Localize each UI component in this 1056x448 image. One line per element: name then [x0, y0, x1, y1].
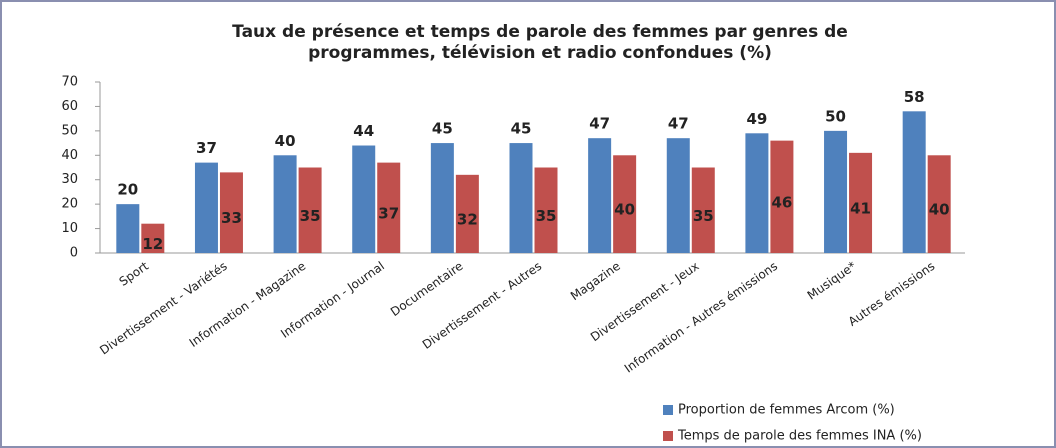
value-label: 40: [929, 201, 950, 219]
value-label: 41: [850, 199, 871, 217]
chart-title: Taux de présence et temps de parole des …: [232, 22, 848, 42]
y-tick-label: 40: [61, 148, 78, 163]
value-label: 50: [825, 107, 846, 125]
bar: [849, 152, 873, 253]
bar: [691, 167, 715, 253]
value-label: 12: [142, 235, 163, 253]
bar: [666, 138, 690, 253]
legend-label: Proportion de femmes Arcom (%): [678, 403, 895, 418]
value-label: 32: [457, 210, 478, 228]
value-label: 44: [353, 122, 374, 140]
y-tick-label: 30: [61, 172, 78, 187]
value-label: 37: [196, 139, 217, 157]
y-tick-label: 50: [61, 123, 78, 138]
chart-title: programmes, télévision et radio confondu…: [308, 43, 772, 63]
value-label: 37: [378, 204, 399, 222]
bar: [824, 130, 848, 253]
value-label: 58: [904, 88, 925, 106]
value-label: 40: [275, 132, 296, 150]
value-label: 35: [693, 207, 714, 225]
value-label: 33: [221, 209, 242, 227]
bar: [377, 162, 401, 253]
bar: [745, 133, 769, 253]
bar: [141, 223, 165, 253]
legend-swatch: [663, 431, 673, 441]
y-tick-label: 60: [61, 99, 78, 114]
bar: [509, 143, 533, 253]
x-tick-label: Divertissement - Variétés: [97, 259, 229, 358]
x-tick-label: Magazine: [568, 259, 623, 303]
value-label: 40: [614, 201, 635, 219]
value-label: 35: [536, 207, 557, 225]
value-label: 35: [300, 207, 321, 225]
bar: [298, 167, 322, 253]
bar: [273, 155, 297, 253]
legend-swatch: [663, 405, 673, 415]
bar: [613, 155, 637, 253]
bar: [116, 204, 140, 253]
bar: [352, 145, 376, 253]
bar: [430, 143, 454, 253]
x-tick-label: Sport: [117, 259, 152, 289]
bar: [219, 172, 243, 253]
bar: [588, 138, 612, 253]
bar: [927, 155, 951, 253]
y-tick-label: 70: [61, 75, 78, 90]
value-label: 49: [746, 110, 767, 128]
bar: [194, 162, 218, 253]
value-label: 46: [771, 193, 792, 211]
x-tick-label: Autres émissions: [846, 259, 938, 329]
value-label: 47: [668, 115, 689, 133]
value-label: 45: [511, 120, 532, 138]
legend-label: Temps de parole des femmes INA (%): [677, 429, 922, 444]
value-label: 45: [432, 120, 453, 138]
value-label: 47: [589, 115, 610, 133]
y-tick-label: 0: [70, 246, 78, 261]
bar: [902, 111, 926, 253]
y-tick-label: 10: [61, 221, 78, 236]
x-tick-label: Musique*: [805, 259, 859, 303]
bar: [534, 167, 558, 253]
value-label: 20: [117, 181, 138, 199]
x-tick-label: Documentaire: [388, 259, 466, 319]
bar: [770, 140, 794, 253]
bar: [455, 174, 479, 253]
y-tick-label: 20: [61, 197, 78, 212]
x-tick-label: Information - Autres émissions: [622, 259, 780, 376]
